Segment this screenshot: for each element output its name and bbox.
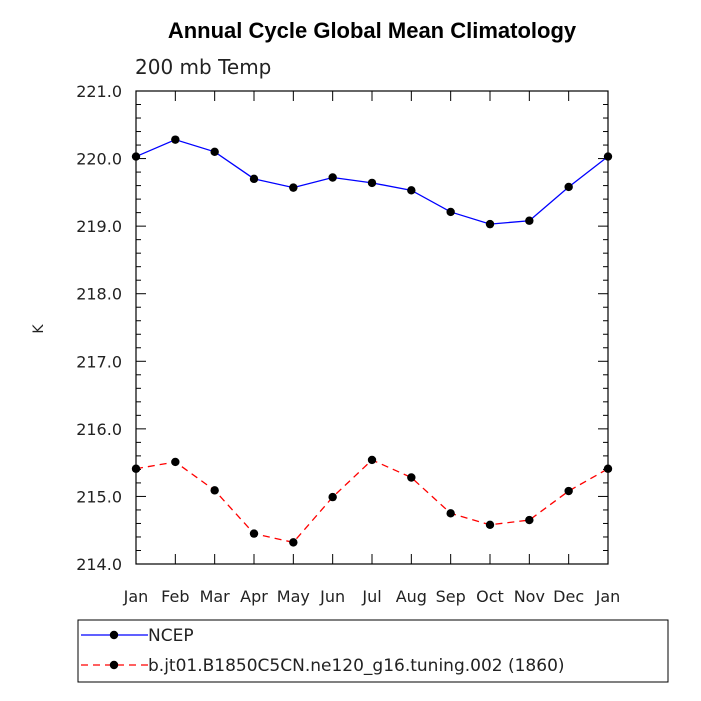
y-tick-label: 220.0 <box>76 150 122 169</box>
data-point <box>446 509 455 518</box>
legend-marker-1 <box>109 630 119 640</box>
x-tick-label: Jun <box>319 587 345 606</box>
data-point <box>210 147 219 157</box>
y-tick-label: 216.0 <box>76 420 122 439</box>
x-tick-label: Dec <box>553 587 584 606</box>
data-point <box>367 178 377 188</box>
x-tick-label: Nov <box>514 587 545 606</box>
data-point <box>328 492 337 502</box>
data-point <box>446 207 455 217</box>
x-tick-label: Apr <box>240 587 268 606</box>
data-point <box>210 486 219 495</box>
data-point <box>603 152 613 161</box>
data-point <box>131 152 141 161</box>
chart-subtitle: 200 mb Temp <box>135 55 271 79</box>
data-point <box>289 183 298 192</box>
legend-label-1: NCEP <box>148 626 194 646</box>
plot-area: 214.0 215.0 216.0 217.0 218.0 219.0 220.0 221.0… <box>76 82 620 606</box>
data-point <box>289 538 298 547</box>
y-axis-label: K <box>31 324 47 334</box>
series-line-2 <box>135 459 609 544</box>
y-tick-label: 221.0 <box>76 82 122 101</box>
x-tick-label: Oct <box>476 587 504 606</box>
data-point <box>131 464 141 473</box>
plot-frame <box>135 90 609 565</box>
y-tick-label: 218.0 <box>76 285 122 304</box>
x-tick-label: Mar <box>200 587 231 606</box>
x-tick-label: Jan <box>123 587 149 606</box>
legend: NCEP b.jt01.B1850C5CN.ne120_g16.tuning.00… <box>77 619 669 683</box>
data-point <box>485 219 495 229</box>
legend-marker-2 <box>109 660 119 670</box>
data-point <box>171 135 180 144</box>
data-point <box>564 486 573 496</box>
x-tick-label: May <box>277 587 310 606</box>
data-point <box>407 186 416 195</box>
data-point <box>328 173 337 182</box>
data-point <box>249 174 259 184</box>
y-tick-label: 215.0 <box>76 487 122 506</box>
y-tick-label: 217.0 <box>76 352 122 371</box>
data-point <box>525 515 534 525</box>
y-tick-label: 219.0 <box>76 217 122 236</box>
data-point <box>407 473 416 482</box>
legend-label-2: b.jt01.B1850C5CN.ne120_g16.tuning.002 (1… <box>148 656 565 676</box>
x-tick-label: Jul <box>361 587 381 606</box>
x-tick-label: Feb <box>161 587 189 606</box>
x-tick-label: Aug <box>396 587 427 606</box>
y-tick-label: 214.0 <box>76 555 122 574</box>
data-point <box>367 455 377 465</box>
chart-title: Annual Cycle Global Mean Climatology <box>168 18 577 43</box>
data-point <box>171 457 180 467</box>
data-point <box>485 520 495 530</box>
legend-box <box>77 619 669 683</box>
x-tick-label: Sep <box>436 587 466 606</box>
data-point <box>249 529 259 538</box>
data-point <box>564 182 573 192</box>
data-point <box>525 216 534 225</box>
x-tick-label: Jan <box>595 587 621 606</box>
data-point <box>603 464 613 473</box>
